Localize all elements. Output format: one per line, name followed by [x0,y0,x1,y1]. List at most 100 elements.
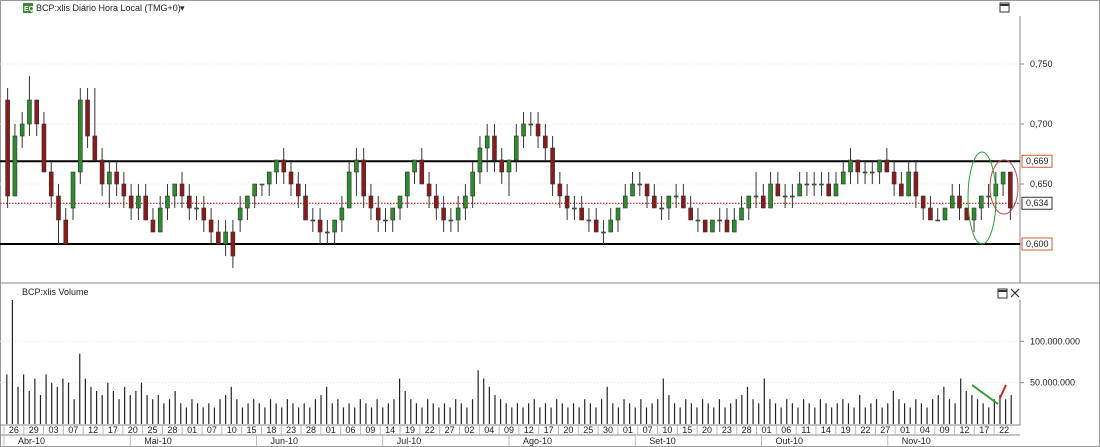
candle-body [230,231,236,257]
x-day-label: 01 [623,425,633,435]
price-tag-box [1021,237,1053,251]
candle-body [303,195,308,221]
candle-body [492,135,497,161]
candle-body [346,171,352,209]
candle-body [157,207,163,233]
candle-body [848,159,853,173]
candle-body [666,195,672,209]
candle-body [70,171,76,209]
candle-body [92,135,98,161]
x-month-label: Mai-10 [144,436,172,446]
x-day-label: 23 [722,425,732,435]
candle [797,172,802,197]
maximize-icon[interactable] [999,2,1010,13]
candle-body [186,195,192,209]
candle [412,159,417,184]
candle [833,172,839,197]
close-icon[interactable] [1010,288,1020,298]
candle-body [390,207,396,221]
candle [521,112,526,148]
volume-panel-header: BCP:xlis Volume [22,287,1020,299]
candle [637,172,643,196]
price-panel: 0,750 0,700 0,650 0,600 0,669 0,634 0,600 [0,16,1100,284]
price-tick-label: 0,650 [1030,179,1053,189]
candle [252,183,257,208]
candle [753,172,759,208]
candle [506,159,512,196]
candle [128,184,134,220]
candle [739,196,744,221]
green-ellipse-annotation [967,151,997,245]
candle-body [659,207,664,210]
price-panel-header: EQ BCP:xlis Diário Hora Local (TMG+0) ▾ [23,2,1010,13]
x-day-label: 07 [207,425,217,435]
x-day-label: 25 [148,425,158,435]
x-day-label: 17 [544,425,554,435]
candle [361,148,366,208]
candle [1008,171,1013,220]
x-day-label: 12 [959,425,969,435]
candle [499,148,505,184]
candle [840,160,846,185]
candle [245,195,250,220]
candle [731,208,737,233]
candle [477,136,483,184]
candle [114,160,119,196]
candle-body [535,123,541,137]
x-day-label: 11 [801,425,810,435]
candle [775,172,781,197]
price-tags: 0,669 0,634 0,600 [1021,154,1053,251]
candle-body [891,171,897,185]
candle [216,220,221,245]
candle [550,136,555,196]
candle [397,195,403,220]
candle-body [681,195,686,209]
candle [790,184,795,208]
candle [979,195,984,220]
x-month-label: Ago-10 [523,436,552,446]
candle [768,172,773,209]
candle [375,196,381,232]
candle [593,208,599,233]
candle-body [245,195,250,209]
candle [150,208,156,233]
candle [528,112,534,136]
candle [19,112,25,148]
candle [899,172,904,197]
candle-body [790,195,795,198]
candle-body [150,219,156,233]
candle-body [782,195,788,198]
candle-body [107,171,112,185]
instrument-badge[interactable] [23,3,33,13]
candle [811,172,817,196]
candle [920,195,926,220]
candle [179,172,185,208]
candle [855,159,861,184]
candle [826,172,832,197]
x-day-label: 04 [920,425,930,435]
candle [673,184,679,208]
x-day-label: 06 [346,425,356,435]
chevron-down-icon[interactable]: ▾ [180,3,185,13]
price-tag: 0,600 [1021,237,1053,251]
candle [5,88,10,208]
candle [615,207,621,232]
candle-body [179,183,185,197]
candle [259,183,265,196]
candle-body [208,219,214,233]
volume-maximize-icon[interactable] [997,288,1008,299]
candle-body [441,207,446,221]
candle-body [12,135,18,197]
volume-panel: 100.000.000 50.000.000 [0,300,1080,426]
candle-body [899,183,904,197]
candle-body [194,207,199,210]
x-month-label: Abr-10 [18,436,45,446]
candle-body [949,195,955,209]
candle-body [128,195,134,209]
x-day-label: 28 [306,425,316,435]
price-tag: 0,669 [1021,154,1053,168]
candle [339,196,345,232]
candle [223,220,228,256]
x-month-label: Set-10 [649,436,676,446]
